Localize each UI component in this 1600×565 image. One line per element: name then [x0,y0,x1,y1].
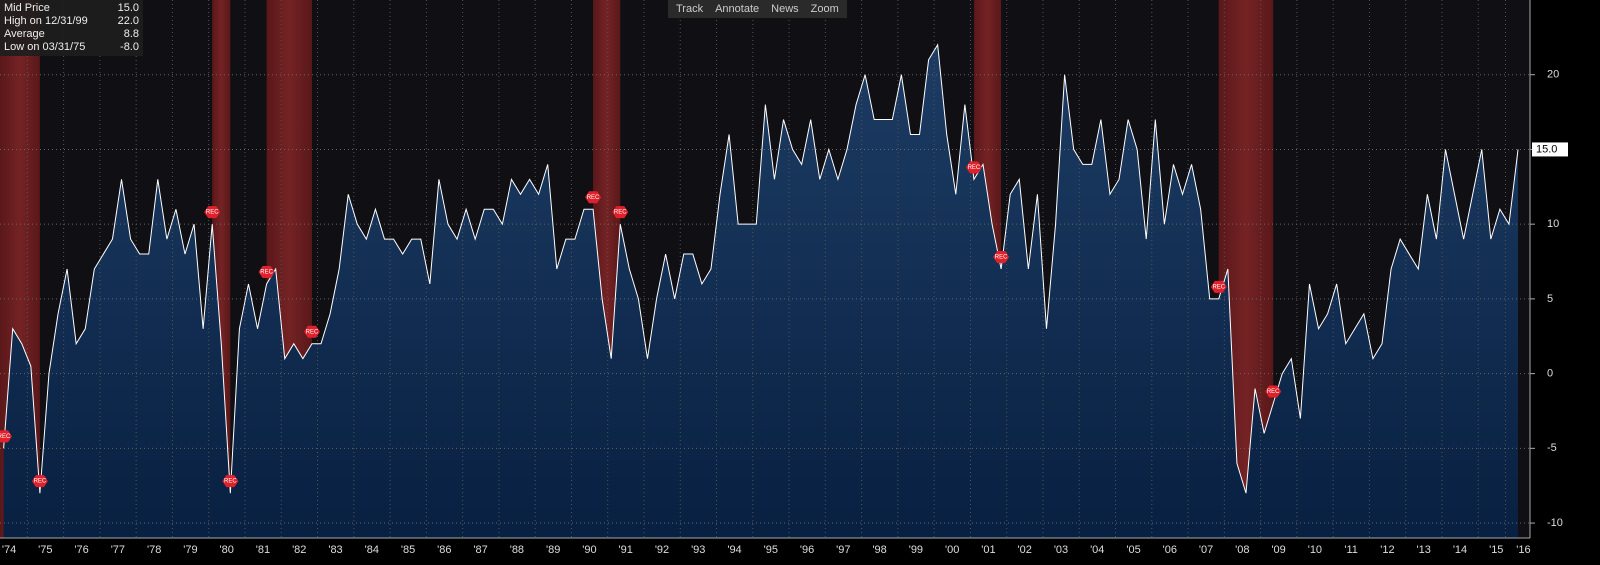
x-tick-label: '12 [1380,544,1394,556]
y-tick-label: 0 [1547,368,1553,380]
x-tick-label: '01 [981,544,995,556]
x-tick-label: '80 [220,544,234,556]
y-tick-label: 20 [1547,69,1559,81]
toolbar: Track Annotate News Zoom [668,0,847,18]
toolbar-button[interactable]: Track [676,3,704,15]
x-tick-label: '14 [1453,544,1467,556]
x-tick-label: '00 [945,544,959,556]
rec-label: REC [614,210,627,216]
y-tick-label: -5 [1547,442,1557,454]
rec-label: REC [995,255,1008,261]
x-tick-label: '81 [256,544,270,556]
x-tick-label: '92 [655,544,669,556]
area [3,44,1519,538]
rec-label: REC [260,270,273,276]
x-tick-label: '13 [1417,544,1431,556]
legend-label: Mid Price [4,2,50,14]
y-tick-label: 10 [1547,218,1559,230]
rec-marker [1265,385,1282,398]
legend-row: Mid Price 15.0 [0,2,143,15]
y-tick-label: 5 [1547,293,1553,305]
x-tick-label: '93 [691,544,705,556]
rec-marker [258,265,275,278]
rec-label: REC [224,479,237,485]
x-tick-label: '16 [1516,544,1530,556]
rec-marker [31,475,48,488]
rec-marker [0,430,12,443]
rec-marker [612,206,629,219]
last-value-label: 15.0 [1536,143,1557,155]
rec-marker [1210,280,1227,293]
legend-value: 15.0 [117,2,139,14]
x-tick-label: '96 [800,544,814,556]
legend-value: 22.0 [117,15,139,27]
legend-label: Low on 03/31/75 [4,41,86,53]
rec-label: REC [1212,284,1225,290]
legend-value: 8.8 [123,28,139,40]
legend-label: High on 12/31/99 [4,15,88,27]
x-tick-label: '02 [1018,544,1032,556]
legend-row: Low on 03/31/75 -8.0 [0,41,143,54]
x-tick-label: '82 [292,544,306,556]
x-tick-label: '04 [1090,544,1104,556]
line [3,43,1519,494]
x-tick-label: '11 [1344,544,1358,556]
rec-label: REC [206,210,219,216]
y-tick-label: -10 [1547,517,1563,529]
x-tick-label: '97 [836,544,850,556]
legend: Mid Price 15.0 High on 12/31/99 22.0 Average… [0,0,143,56]
rec-label: REC [587,195,600,201]
x-tick-label: '06 [1163,544,1177,556]
x-tick-label: '05 [1126,544,1140,556]
x-tick-label: '94 [727,544,741,556]
x-tick-label: '98 [872,544,886,556]
x-tick-label: '90 [582,544,596,556]
x-tick-label: '79 [183,544,197,556]
x-tick-label: '83 [328,544,342,556]
x-tick-label: '76 [74,544,88,556]
legend-row: Average 8.8 [0,28,143,41]
x-tick-label: '89 [546,544,560,556]
x-tick-label: '78 [147,544,161,556]
x-tick-label: '75 [38,544,52,556]
x-tick-label: '74 [2,544,16,556]
toolbar-button[interactable]: News [771,3,799,15]
x-tick-label: '15 [1489,544,1503,556]
rec-marker [585,191,602,204]
rec-label: REC [1267,389,1280,395]
rec-label: REC [306,329,319,335]
rec-marker [993,251,1010,263]
rec-marker [303,325,320,338]
x-tick-label: '03 [1054,544,1068,556]
x-tick-label: '07 [1199,544,1213,556]
x-tick-label: '91 [619,544,633,556]
x-tick-label: '08 [1235,544,1249,556]
legend-row: High on 12/31/99 22.0 [0,15,143,28]
legend-value: -8.0 [120,41,139,53]
last-value-tag [1532,142,1568,157]
toolbar-button[interactable]: Zoom [810,3,839,15]
x-tick-label: '10 [1308,544,1322,556]
rec-label: REC [0,434,11,440]
rec-marker [204,206,221,219]
rec-label: REC [968,165,981,171]
x-tick-label: '09 [1271,544,1285,556]
rec-marker [965,161,982,174]
x-tick-label: '87 [473,544,487,556]
x-tick-label: '88 [510,544,524,556]
x-tick-label: '95 [764,544,778,556]
x-tick-label: '99 [909,544,923,556]
x-tick-label: '84 [365,544,379,556]
toolbar-button[interactable]: Annotate [715,3,760,15]
x-tick-label: '77 [111,544,125,556]
rec-label: REC [34,479,47,485]
x-tick-label: '85 [401,544,415,556]
x-tick-label: '86 [437,544,451,556]
legend-label: Average [4,28,45,40]
rec-marker [222,475,239,488]
